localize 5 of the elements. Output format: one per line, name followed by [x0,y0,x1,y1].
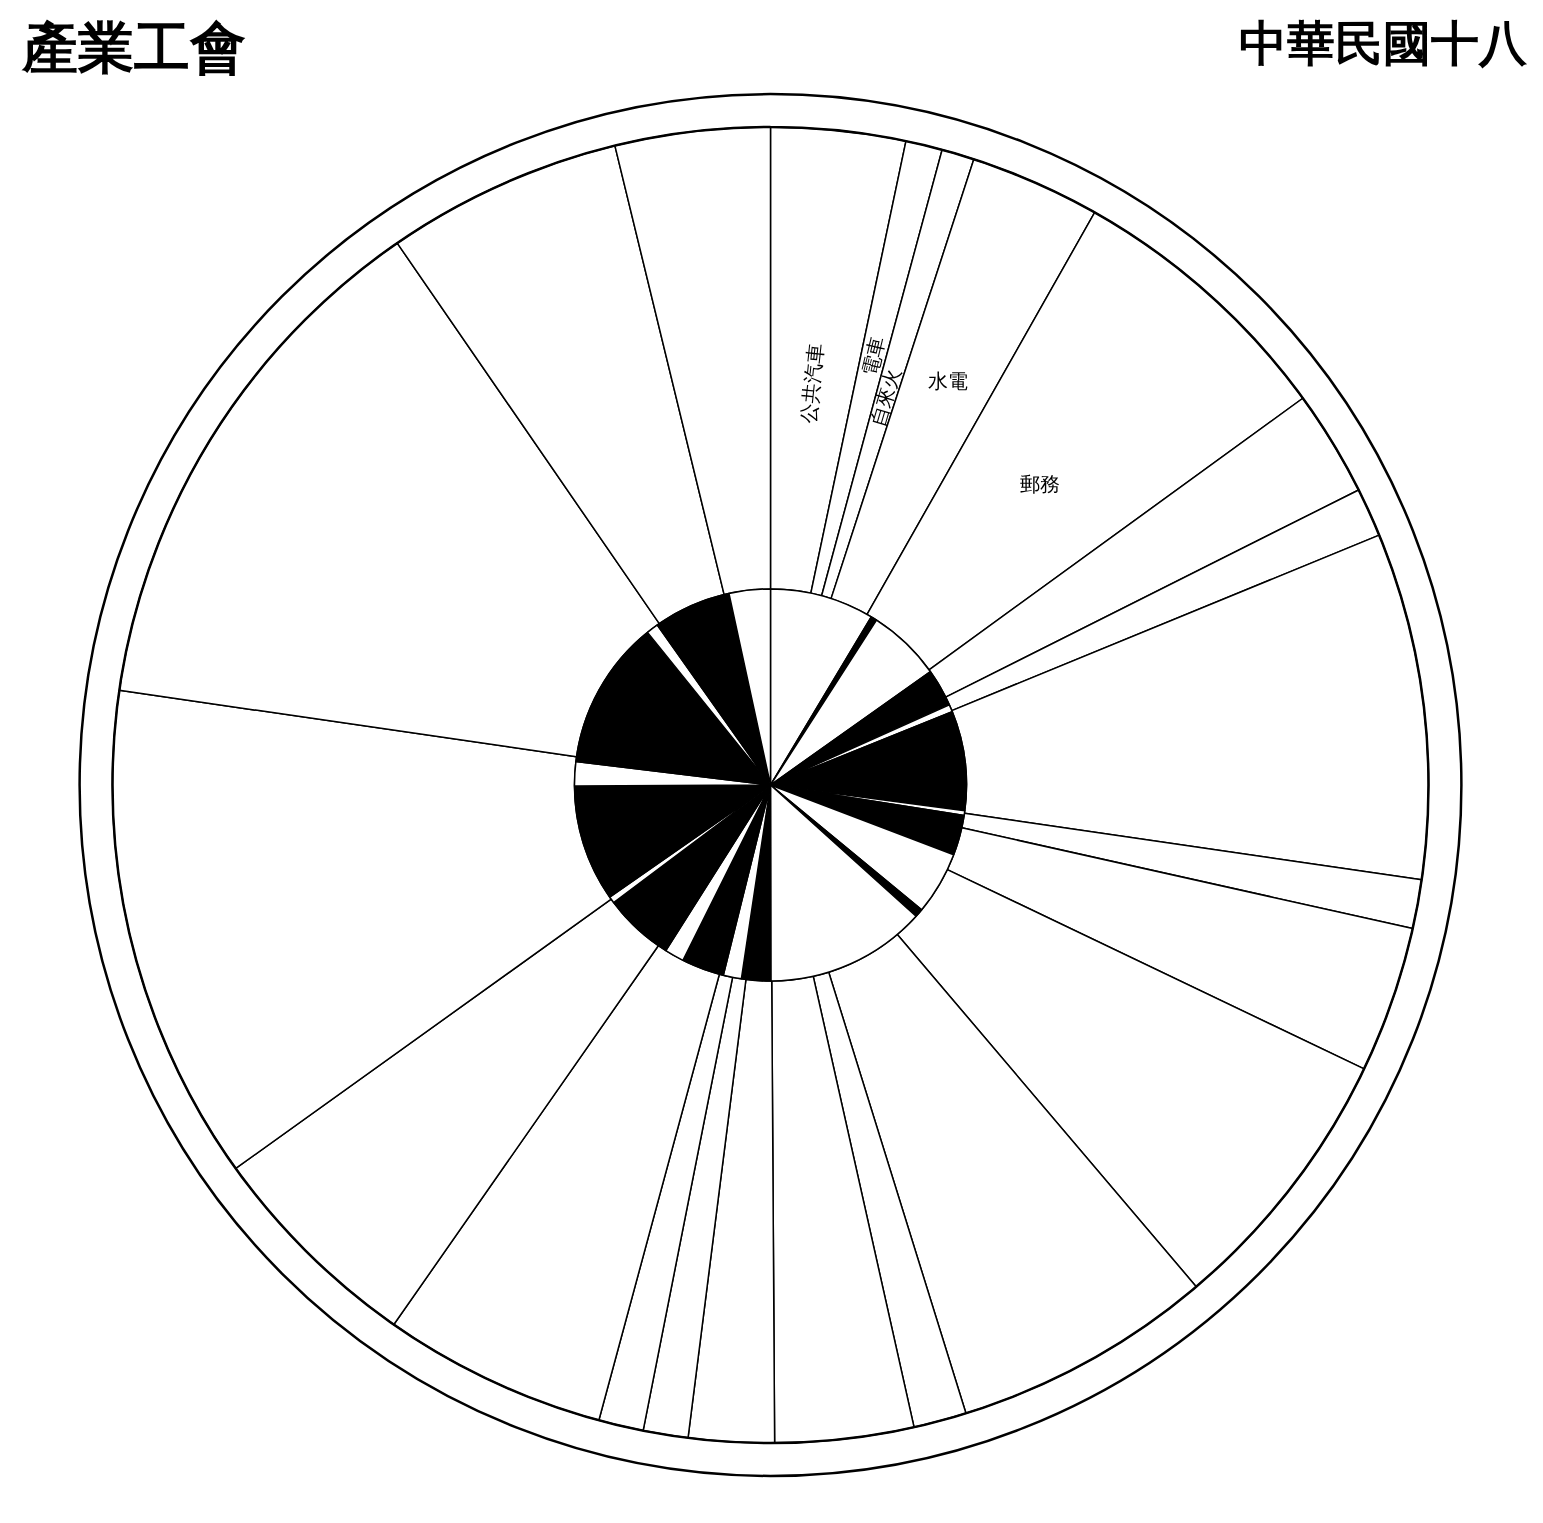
chart-title: 產業工會 [20,14,246,80]
slice-label: 公共汽車 [796,341,829,425]
slice-label: 郵務 [1019,471,1060,496]
chart-subtitle: 中華民國十八 [1238,14,1528,71]
slice-label: 水電 [928,369,969,394]
